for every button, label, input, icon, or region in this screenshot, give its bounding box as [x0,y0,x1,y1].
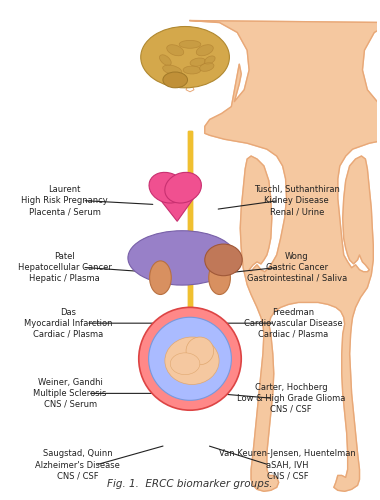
Ellipse shape [163,65,182,75]
Ellipse shape [149,172,186,203]
Text: Van Keuren-Jensen, Huentelman
aSAH, IVH
CNS / CSF: Van Keuren-Jensen, Huentelman aSAH, IVH … [219,450,356,480]
Text: Freedman
Cardiovascular Disease
Cardiac / Plasma: Freedman Cardiovascular Disease Cardiac … [244,308,342,339]
Polygon shape [188,132,192,329]
Ellipse shape [165,337,219,384]
Polygon shape [155,194,197,222]
Text: Saugstad, Quinn
Alzheimer's Disease
CNS / CSF: Saugstad, Quinn Alzheimer's Disease CNS … [35,450,120,480]
Ellipse shape [190,58,206,66]
Text: Patel
Hepatocellular Cancer
Hepatic / Plasma: Patel Hepatocellular Cancer Hepatic / Pl… [17,252,111,283]
Polygon shape [190,20,380,492]
Ellipse shape [141,26,230,88]
Polygon shape [188,132,192,329]
Text: Wong
Gastric Cancer
Gastrointestinal / Saliva: Wong Gastric Cancer Gastrointestinal / S… [247,252,347,283]
Ellipse shape [183,66,201,74]
Ellipse shape [170,353,200,374]
Ellipse shape [209,261,230,294]
Ellipse shape [160,55,171,66]
Ellipse shape [204,56,215,64]
Text: Weiner, Gandhi
Multiple Sclerosis
CNS / Serum: Weiner, Gandhi Multiple Sclerosis CNS / … [33,378,107,409]
Ellipse shape [165,172,201,203]
Text: Laurent
High Risk Pregnancy
Placenta / Serum: Laurent High Risk Pregnancy Placenta / S… [21,185,108,216]
Circle shape [186,337,214,364]
Ellipse shape [150,261,171,294]
Ellipse shape [200,63,214,72]
Circle shape [139,308,241,410]
Ellipse shape [163,72,188,88]
Text: Fig. 1.  ERCC biomarker groups.: Fig. 1. ERCC biomarker groups. [107,480,273,490]
Circle shape [149,317,231,400]
Ellipse shape [179,40,201,48]
Text: Carter, Hochberg
Low & High Grade Glioma
CNS / CSF: Carter, Hochberg Low & High Grade Glioma… [237,382,345,414]
Ellipse shape [167,44,184,56]
Ellipse shape [205,244,242,276]
Ellipse shape [171,68,179,72]
Text: Tuschl, Suthanthiran
Kidney Disease
Renal / Urine: Tuschl, Suthanthiran Kidney Disease Rena… [254,185,340,216]
Text: Das
Myocardial Infarction
Cardiac / Plasma: Das Myocardial Infarction Cardiac / Plas… [24,308,112,339]
Ellipse shape [196,44,213,56]
Ellipse shape [128,230,236,285]
